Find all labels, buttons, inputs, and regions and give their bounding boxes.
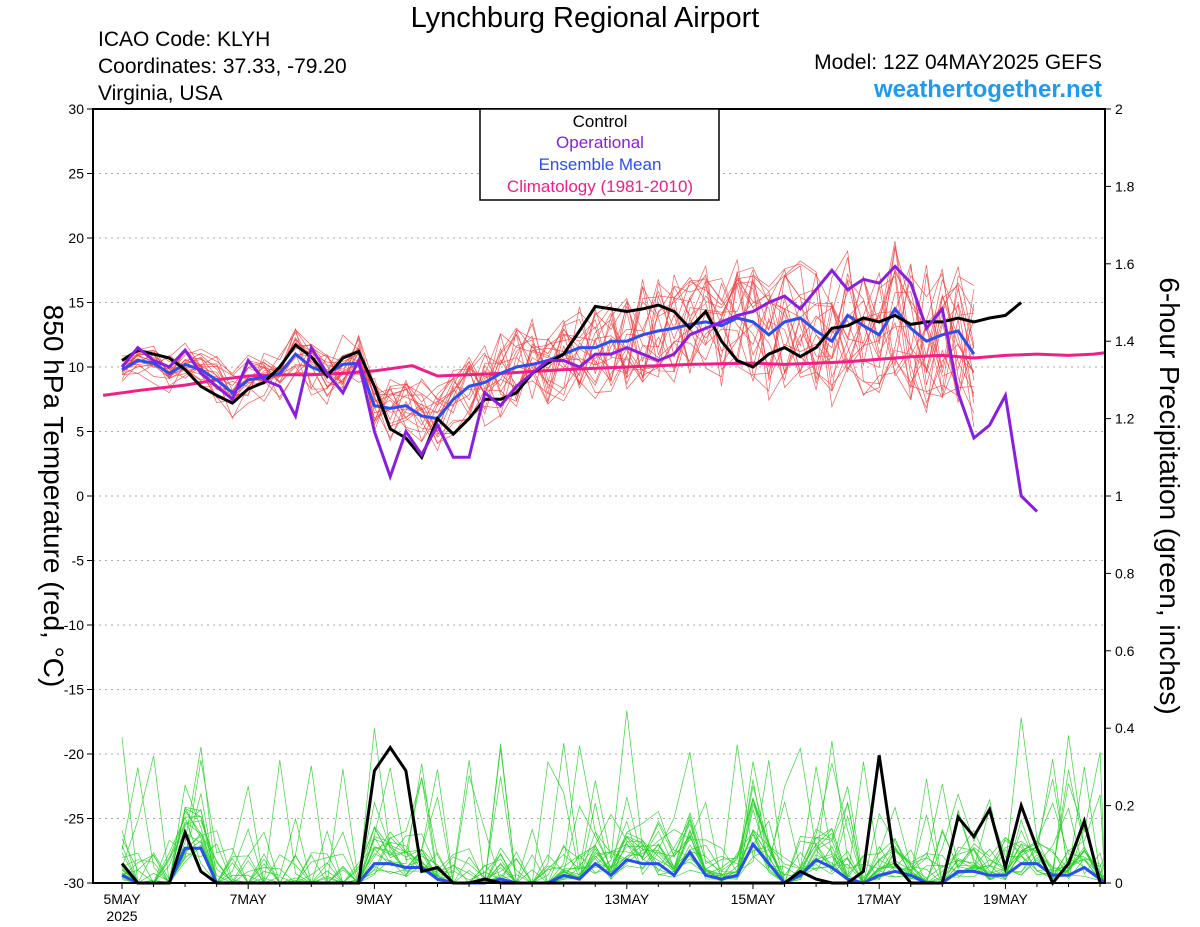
y-tick-label: -30 <box>64 875 84 891</box>
ensemble-temp-member <box>121 250 975 443</box>
x-tick-label: 19MAY <box>983 891 1029 907</box>
y2-tick-label: 0.8 <box>1115 565 1135 581</box>
ensemble-temp-member <box>121 270 975 420</box>
y-tick-label: 30 <box>68 101 84 117</box>
ensemble-temp-member <box>121 263 975 437</box>
chart-title: Lynchburg Regional Airport <box>410 2 760 34</box>
legend-frame <box>479 108 720 201</box>
axes: 302520151050-5-10-15-20-25-3021.81.61.41… <box>64 101 1135 924</box>
x-tick-label: 9MAY <box>356 891 394 907</box>
x-tick-label: 11MAY <box>479 891 523 907</box>
ensemble-precip-member <box>121 760 1106 884</box>
y2-tick-label: 0.2 <box>1115 798 1135 814</box>
y2-tick-label: 0 <box>1115 875 1123 891</box>
legend-control: Control <box>573 112 628 131</box>
y2-tick-label: 1 <box>1115 488 1123 504</box>
ensemble-temp-member <box>121 259 975 426</box>
legend-box: Control Operational Ensemble Mean Climat… <box>479 108 720 201</box>
x-tick-label: 15MAY <box>731 891 777 907</box>
ensemble-temp-member <box>121 268 975 445</box>
x-tick-label: 5MAY <box>103 891 141 907</box>
y2-tick-label: 1.4 <box>1115 333 1135 349</box>
y-tick-label: -5 <box>72 553 85 569</box>
y2-tick-label: 1.6 <box>1115 256 1135 272</box>
y-tick-label: -20 <box>64 746 84 762</box>
coordinates: Coordinates: 37.33, -79.20 <box>98 55 347 78</box>
x-tick-label: 7MAY <box>230 891 268 907</box>
y2-tick-label: 1.2 <box>1115 411 1135 427</box>
x-tick-label: 17MAY <box>857 891 903 907</box>
y-tick-label: 20 <box>68 230 84 246</box>
model-run: Model: 12Z 04MAY2025 GEFS <box>814 51 1102 74</box>
operational-temp-line <box>120 264 1039 513</box>
y-tick-label: 5 <box>76 424 84 440</box>
legend-operational: Operational <box>556 133 644 152</box>
site-link[interactable]: weathertogether.net <box>873 76 1102 103</box>
y-tick-label: 15 <box>68 295 84 311</box>
y-tick-label: 10 <box>68 359 84 375</box>
y2-tick-label: 1.8 <box>1115 178 1135 194</box>
grid <box>93 173 1105 819</box>
x-tick-sublabel: 2025 <box>106 908 137 924</box>
y2-tick-label: 2 <box>1115 101 1123 117</box>
control-temp-line <box>121 301 1023 461</box>
region: Virginia, USA <box>98 82 223 105</box>
ensemble-temp-member <box>121 241 974 438</box>
y-axis-left-label: 850 hPa Temperature (red, °C) <box>38 305 69 688</box>
ensemble-precip-member <box>121 710 1106 884</box>
ensemble-temp-member <box>121 274 975 439</box>
legend-ensemble-mean: Ensemble Mean <box>539 155 662 174</box>
y2-tick-label: 0.6 <box>1115 643 1135 659</box>
y2-tick-label: 0.4 <box>1115 720 1135 736</box>
ensemble-member-lines <box>121 241 1106 885</box>
y-axis-right-label: 6-hour Precipitation (green, inches) <box>1154 277 1185 714</box>
ensemble-precip-member <box>121 759 1106 884</box>
y-tick-label: -15 <box>64 682 84 698</box>
ensemble-precip-member <box>121 717 1106 884</box>
ensemble-precip-member <box>121 755 1106 885</box>
y-tick-label: 25 <box>68 166 84 182</box>
x-tick-label: 13MAY <box>604 891 650 907</box>
y-tick-label: -25 <box>64 811 84 827</box>
y-tick-label: 0 <box>76 488 84 504</box>
icao-code: ICAO Code: KLYH <box>98 28 271 51</box>
ensemble-precip-member <box>121 766 1106 884</box>
ensemble-temp-member <box>121 264 974 434</box>
legend-climatology: Climatology (1981-2010) <box>507 177 693 196</box>
y-tick-label: -10 <box>64 617 84 633</box>
